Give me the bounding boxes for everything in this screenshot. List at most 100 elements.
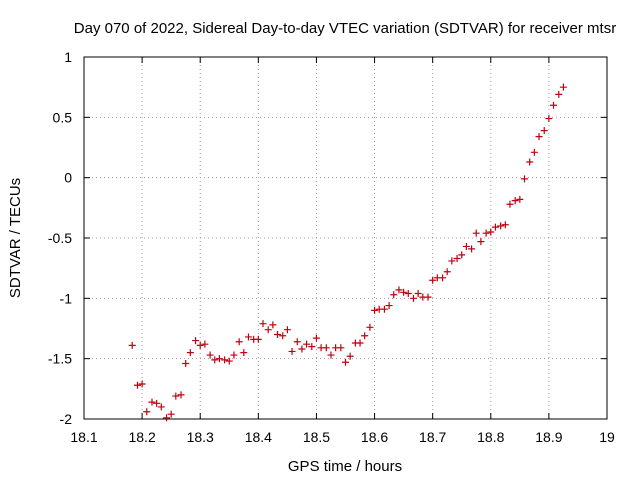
data-point: [424, 293, 432, 301]
data-point: [356, 339, 364, 347]
data-point: [559, 83, 567, 91]
data-point: [453, 255, 461, 263]
data-point: [133, 381, 141, 389]
data-point: [225, 357, 233, 365]
data-point: [390, 291, 398, 299]
data-point: [215, 355, 223, 363]
data-point: [342, 358, 349, 366]
x-tick-label: 18.8: [477, 429, 504, 445]
data-point: [477, 238, 485, 246]
data-point: [254, 335, 262, 343]
data-point: [177, 391, 185, 399]
data-point: [555, 90, 563, 98]
data-point: [482, 229, 490, 237]
x-tick-label: 18.6: [361, 429, 388, 445]
x-tick-label: 18.3: [187, 429, 214, 445]
data-point: [221, 356, 229, 364]
data-point: [269, 321, 277, 329]
data-point: [293, 338, 301, 346]
data-point: [186, 349, 194, 357]
x-axis-label: GPS time / hours: [288, 458, 402, 475]
data-point: [163, 414, 171, 422]
data-point: [206, 351, 214, 359]
data-point: [157, 403, 165, 411]
data-point: [240, 349, 248, 357]
data-point: [462, 242, 470, 250]
y-tick-label: 0.5: [53, 109, 73, 125]
grid-layer: [84, 57, 607, 419]
data-point: [380, 305, 388, 313]
data-point: [327, 351, 335, 359]
data-point: [414, 290, 422, 298]
data-point: [138, 380, 146, 388]
data-point: [540, 127, 548, 135]
data-point: [366, 323, 374, 331]
data-point: [458, 251, 466, 259]
data-point: [439, 274, 447, 282]
data-point: [264, 326, 272, 334]
data-point: [448, 257, 456, 265]
data-point: [550, 101, 558, 109]
y-tick-label: 0: [64, 170, 72, 186]
data-point: [322, 344, 330, 352]
data-point: [491, 223, 499, 231]
data-point: [303, 340, 311, 348]
data-point: [468, 245, 476, 253]
data-point: [472, 229, 480, 237]
data-point: [283, 326, 291, 334]
data-point: [308, 343, 316, 351]
data-point: [167, 410, 175, 418]
plot-frame: [83, 56, 608, 420]
data-point: [312, 334, 320, 342]
data-point: [535, 133, 543, 141]
x-tick-label: 18.1: [70, 429, 97, 445]
data-point: [259, 320, 267, 328]
y-axis-label: SDTVAR / TECUs: [7, 178, 24, 298]
data-point: [361, 332, 369, 340]
data-points: [128, 83, 567, 422]
y-tick-label: -0.5: [48, 230, 72, 246]
data-point: [337, 344, 345, 352]
x-tick-label: 18.2: [128, 429, 155, 445]
data-point: [230, 351, 238, 359]
data-point: [526, 158, 534, 166]
data-point: [404, 290, 412, 298]
data-point: [279, 332, 287, 340]
x-tick-label: 18.7: [419, 429, 446, 445]
data-point: [298, 345, 306, 353]
y-tick-label: -1.5: [48, 351, 72, 367]
data-point: [520, 175, 528, 183]
data-point: [192, 337, 200, 345]
data-point: [128, 341, 136, 349]
data-point: [497, 222, 505, 230]
data-point: [288, 347, 296, 355]
data-point: [487, 228, 495, 236]
data-point: [400, 288, 408, 296]
data-point: [443, 268, 451, 276]
chart-title: Day 070 of 2022, Sidereal Day-to-day VTE…: [74, 20, 616, 37]
tick-layer: 18.1 18.2 18.3 18.4 18.5 18.6 18.7 18.8 18.9 19 -2…: [48, 49, 615, 445]
data-point: [274, 331, 282, 339]
y-tick-label: 1: [64, 49, 72, 65]
y-tick-label: -2: [60, 411, 73, 427]
data-point: [201, 340, 209, 348]
x-tick-label: 19: [599, 429, 615, 445]
x-tick-label: 18.4: [245, 429, 272, 445]
data-point: [530, 148, 538, 156]
data-point: [545, 115, 553, 123]
data-point: [395, 286, 403, 294]
data-point: [385, 302, 393, 310]
data-point: [235, 338, 243, 346]
data-point: [211, 356, 219, 364]
data-point: [153, 399, 161, 407]
data-point: [516, 195, 524, 203]
data-point: [346, 352, 354, 360]
data-point: [182, 359, 190, 367]
x-tick-label: 18.9: [535, 429, 562, 445]
data-point: [506, 200, 514, 208]
data-point: [501, 221, 509, 229]
data-point: [244, 333, 252, 341]
y-tick-label: -1: [60, 290, 73, 306]
data-point: [196, 341, 204, 349]
